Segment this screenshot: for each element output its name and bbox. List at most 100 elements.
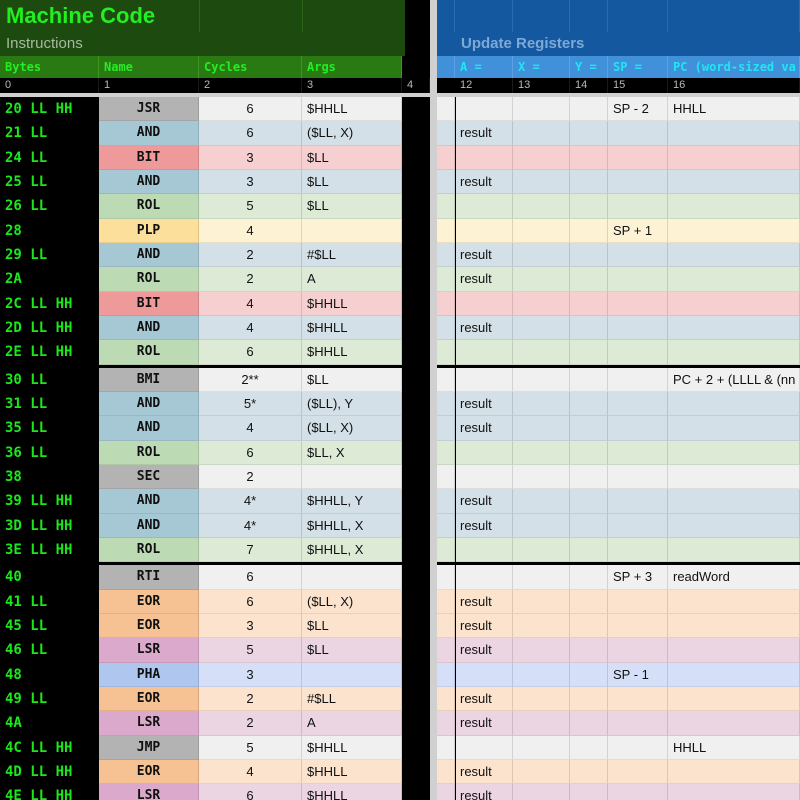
cell-register-pc[interactable]: HHLL — [668, 97, 800, 122]
cell-register-sp[interactable] — [608, 416, 668, 441]
cell-register-x[interactable] — [513, 638, 570, 663]
cell-cycles[interactable]: 2 — [199, 464, 302, 490]
cell-register-pc[interactable] — [668, 267, 800, 292]
cell-name[interactable]: ROL — [99, 440, 199, 465]
cell-bytes[interactable]: 2A — [0, 267, 99, 292]
cell-args[interactable]: ($LL, X) — [302, 121, 402, 146]
cell-register-pc[interactable] — [668, 315, 800, 341]
cell-register-y[interactable] — [570, 391, 608, 417]
cell-cycles[interactable]: 4 — [199, 416, 302, 441]
cell-reg-spacer[interactable] — [437, 97, 455, 122]
cell-empty-col4[interactable] — [402, 440, 430, 465]
cell-name[interactable]: BIT — [99, 145, 199, 170]
cell-name[interactable]: AND — [99, 489, 199, 514]
cell-register-x[interactable] — [513, 291, 570, 316]
cell-register-x[interactable] — [513, 169, 570, 195]
cell-register-y[interactable] — [570, 416, 608, 441]
cell-register-y[interactable] — [570, 759, 608, 785]
cell-name[interactable]: JSR — [99, 97, 199, 122]
cell-register-a[interactable]: result — [455, 589, 513, 614]
cell-register-x[interactable] — [513, 686, 570, 712]
cell-empty-col4[interactable] — [402, 267, 430, 292]
cell-register-sp[interactable]: SP - 1 — [608, 662, 668, 687]
cell-cycles[interactable]: 2 — [199, 242, 302, 268]
cell-register-sp[interactable] — [608, 242, 668, 268]
cell-register-y[interactable] — [570, 315, 608, 341]
cell-reg-spacer[interactable] — [437, 638, 455, 663]
cell-register-sp[interactable] — [608, 391, 668, 417]
cell-register-a[interactable] — [455, 218, 513, 243]
cell-reg-spacer[interactable] — [437, 711, 455, 736]
cell-register-y[interactable] — [570, 662, 608, 687]
cell-register-pc[interactable] — [668, 464, 800, 490]
cell-empty-col4[interactable] — [402, 367, 430, 392]
cell-register-y[interactable] — [570, 638, 608, 663]
cell-register-sp[interactable] — [608, 613, 668, 639]
cell-register-sp[interactable] — [608, 686, 668, 712]
cell-register-a[interactable] — [455, 340, 513, 365]
cell-register-a[interactable] — [455, 537, 513, 563]
cell-bytes[interactable]: 46 LL — [0, 638, 99, 663]
cell-register-x[interactable] — [513, 242, 570, 268]
cell-register-x[interactable] — [513, 218, 570, 243]
cell-bytes[interactable]: 36 LL — [0, 440, 99, 465]
cell-empty-col4[interactable] — [402, 242, 430, 268]
cell-register-a[interactable]: result — [455, 315, 513, 341]
cell-name[interactable]: EOR — [99, 759, 199, 785]
cell-register-a[interactable]: result — [455, 242, 513, 268]
cell-empty-col4[interactable] — [402, 711, 430, 736]
cell-register-sp[interactable] — [608, 784, 668, 800]
cell-register-y[interactable] — [570, 784, 608, 800]
cell-name[interactable]: LSR — [99, 711, 199, 736]
cell-register-sp[interactable] — [608, 169, 668, 195]
cell-register-y[interactable] — [570, 711, 608, 736]
cell-cycles[interactable]: 2 — [199, 267, 302, 292]
cell-register-x[interactable] — [513, 662, 570, 687]
cell-cycles[interactable]: 4 — [199, 759, 302, 785]
cell-cycles[interactable]: 3 — [199, 613, 302, 639]
cell-cycles[interactable]: 2 — [199, 686, 302, 712]
cell-empty-col4[interactable] — [402, 194, 430, 219]
cell-register-sp[interactable] — [608, 340, 668, 365]
cell-bytes[interactable]: 39 LL HH — [0, 489, 99, 514]
col-number-3[interactable]: 3 — [302, 78, 402, 93]
cell-empty-col4[interactable] — [402, 513, 430, 538]
cell-reg-spacer[interactable] — [437, 242, 455, 268]
cell-register-pc[interactable]: PC + 2 + (LLLL & (nn — [668, 367, 800, 392]
cell-reg-spacer[interactable] — [437, 464, 455, 490]
cell-args[interactable]: A — [302, 267, 402, 292]
cell-args[interactable]: #$LL — [302, 686, 402, 712]
cell-register-a[interactable] — [455, 145, 513, 170]
cell-reg-spacer[interactable] — [437, 169, 455, 195]
cell-reg-spacer[interactable] — [437, 145, 455, 170]
cell-name[interactable]: PHA — [99, 662, 199, 687]
cell-cycles[interactable]: 3 — [199, 662, 302, 687]
cell-bytes[interactable]: 4C LL HH — [0, 735, 99, 760]
right-col-number-16[interactable]: 16 — [668, 78, 800, 93]
cell-register-pc[interactable] — [668, 242, 800, 268]
cell-register-x[interactable] — [513, 97, 570, 122]
cell-args[interactable]: $LL — [302, 367, 402, 392]
cell-args[interactable]: A — [302, 711, 402, 736]
cell-register-a[interactable]: result — [455, 416, 513, 441]
cell-register-a[interactable]: result — [455, 711, 513, 736]
cell-cycles[interactable]: 7 — [199, 537, 302, 563]
cell-args[interactable]: $HHLL — [302, 759, 402, 785]
cell-args[interactable]: $HHLL — [302, 291, 402, 316]
cell-bytes[interactable]: 2C LL HH — [0, 291, 99, 316]
cell-register-pc[interactable] — [668, 537, 800, 563]
cell-name[interactable]: EOR — [99, 589, 199, 614]
cell-register-a[interactable]: result — [455, 613, 513, 639]
cell-register-x[interactable] — [513, 589, 570, 614]
cell-bytes[interactable]: 48 — [0, 662, 99, 687]
cell-name[interactable]: ROL — [99, 340, 199, 365]
cell-args[interactable] — [302, 464, 402, 490]
cell-args[interactable]: $LL — [302, 194, 402, 219]
cell-register-y[interactable] — [570, 613, 608, 639]
cell-reg-spacer[interactable] — [437, 315, 455, 341]
cell-cycles[interactable]: 6 — [199, 565, 302, 590]
cell-empty-col4[interactable] — [402, 613, 430, 639]
cell-args[interactable]: $LL — [302, 638, 402, 663]
cell-register-x[interactable] — [513, 565, 570, 590]
cell-cycles[interactable]: 4* — [199, 489, 302, 514]
